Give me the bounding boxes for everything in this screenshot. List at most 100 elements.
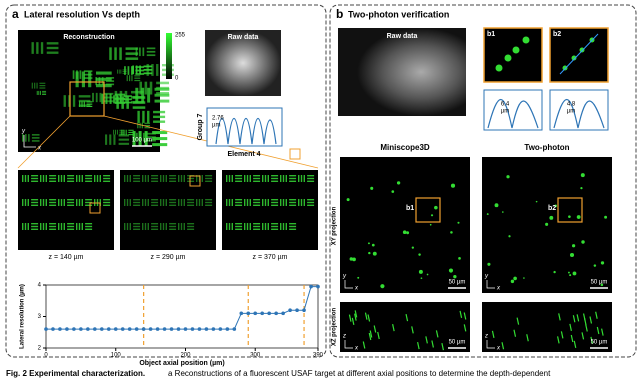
pattern-bar [95, 92, 98, 103]
pattern-bar [134, 77, 141, 79]
cell [571, 55, 577, 61]
pattern-bar [128, 129, 134, 131]
cell-streak [369, 330, 373, 338]
pattern-bar [231, 175, 233, 182]
panel-title: Lateral resolution Vs depth [24, 9, 140, 19]
pattern-bar [34, 82, 36, 89]
cell [458, 257, 461, 260]
pattern-bar [81, 175, 83, 182]
pattern-bar [187, 199, 195, 201]
pattern-bar [205, 199, 213, 201]
pattern-bar [154, 99, 170, 103]
data-point [309, 284, 313, 289]
cell-streak [354, 313, 357, 321]
cell [372, 251, 377, 256]
pattern-bar [31, 225, 39, 228]
pattern-bar [126, 223, 129, 230]
zoom-image [222, 170, 318, 250]
pattern-bar [147, 132, 156, 135]
pattern-bar [201, 199, 203, 206]
pattern-bar [152, 137, 168, 141]
y-tick-label: 3 [38, 314, 42, 320]
pattern-bar [235, 228, 243, 230]
pattern-bar [31, 180, 39, 182]
pattern-bar [101, 93, 104, 104]
data-point [183, 327, 188, 331]
pattern-bar [289, 228, 297, 230]
cell [349, 257, 353, 261]
data-point [204, 327, 209, 331]
cell [495, 64, 503, 72]
data-point [93, 327, 97, 331]
pattern-bar [63, 175, 65, 182]
pattern-bar [262, 199, 264, 206]
pattern-bar [78, 223, 81, 230]
pattern-bar [67, 199, 75, 201]
pattern-bar [151, 64, 154, 76]
pattern-bar [105, 83, 115, 86]
zoom-image [18, 170, 114, 250]
cell-streak [351, 317, 355, 325]
data-point [99, 327, 104, 331]
data-point [232, 327, 237, 331]
cell-streak [516, 317, 520, 325]
data-point [288, 308, 292, 313]
pattern-bar [160, 223, 162, 230]
pattern-bar [85, 204, 93, 206]
pattern-bar [119, 90, 123, 104]
cell-streak [513, 329, 517, 337]
pattern-bar [151, 175, 159, 177]
pattern-bar [123, 129, 125, 136]
cell [545, 222, 549, 226]
row-label: XY projection [332, 206, 338, 245]
pattern-bar [85, 201, 93, 204]
pattern-bar [244, 175, 246, 182]
pattern-bar [128, 131, 134, 133]
data-point [113, 327, 118, 331]
pattern-bar [96, 175, 99, 182]
pattern-bar [46, 51, 59, 54]
pattern-bar [183, 223, 185, 230]
highlight-box [289, 148, 301, 160]
pattern-bar [118, 142, 130, 145]
pattern-bar [142, 223, 144, 230]
cell-streak [405, 314, 409, 322]
pattern-bar [205, 201, 213, 204]
cell [504, 54, 512, 62]
pattern-bar [126, 199, 129, 206]
pattern-bar [129, 175, 131, 182]
pattern-bar [36, 82, 38, 89]
pattern-bar [122, 72, 127, 74]
cell-streak [463, 312, 467, 320]
pattern-bar [27, 175, 29, 182]
pattern-bar [31, 199, 39, 201]
pattern-bar [31, 228, 39, 230]
axis-letter: y [342, 274, 347, 280]
pattern-bar [103, 201, 111, 204]
panel-title: Two-photon verification [348, 9, 449, 19]
pattern-bar [196, 175, 198, 182]
pattern-bar [244, 199, 246, 206]
pattern-bar [42, 199, 45, 206]
pattern-bar [149, 81, 153, 95]
axis-letter: x [496, 286, 501, 292]
pattern-bar [147, 223, 149, 230]
pattern-bar [31, 175, 39, 177]
cell-streak [377, 331, 380, 340]
zoom-images: z = 140 µm z = 290 µm z = 370 µm [18, 148, 318, 261]
pattern-bar [99, 92, 102, 103]
cell [580, 186, 583, 190]
box-label: b1 [406, 205, 414, 212]
pattern-bar [303, 175, 305, 182]
pattern-bar [124, 66, 126, 75]
x-axis-label: Object axial position (µm) [139, 360, 224, 367]
pattern-bar [180, 223, 183, 230]
pattern-bar [135, 132, 138, 142]
pattern-bar [142, 175, 144, 182]
pattern-bar [235, 175, 243, 177]
pattern-bar [137, 110, 140, 123]
pattern-bar [187, 177, 195, 180]
pattern-bar [103, 204, 111, 206]
pattern-bar [116, 129, 118, 135]
pattern-bar [92, 92, 94, 103]
